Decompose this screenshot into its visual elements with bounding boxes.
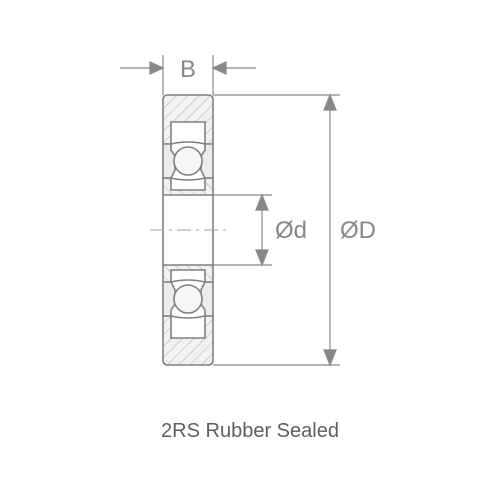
label-d: Ød xyxy=(275,217,307,244)
ball-upper xyxy=(174,147,202,175)
bearing-body xyxy=(150,95,226,365)
seal-upper-left xyxy=(163,144,175,178)
seal-lower-right xyxy=(201,282,213,316)
outer-ring-upper xyxy=(163,95,213,144)
dimension-d xyxy=(213,195,272,265)
label-D: ØD xyxy=(340,217,376,244)
outer-ring-lower xyxy=(163,316,213,365)
ball-lower xyxy=(174,285,202,313)
diagram-canvas: B ØD Ød xyxy=(0,0,500,500)
seal-lower-left xyxy=(163,282,175,316)
caption: 2RS Rubber Sealed xyxy=(0,420,500,443)
label-B: B xyxy=(180,56,196,83)
seal-upper-right xyxy=(201,144,213,178)
